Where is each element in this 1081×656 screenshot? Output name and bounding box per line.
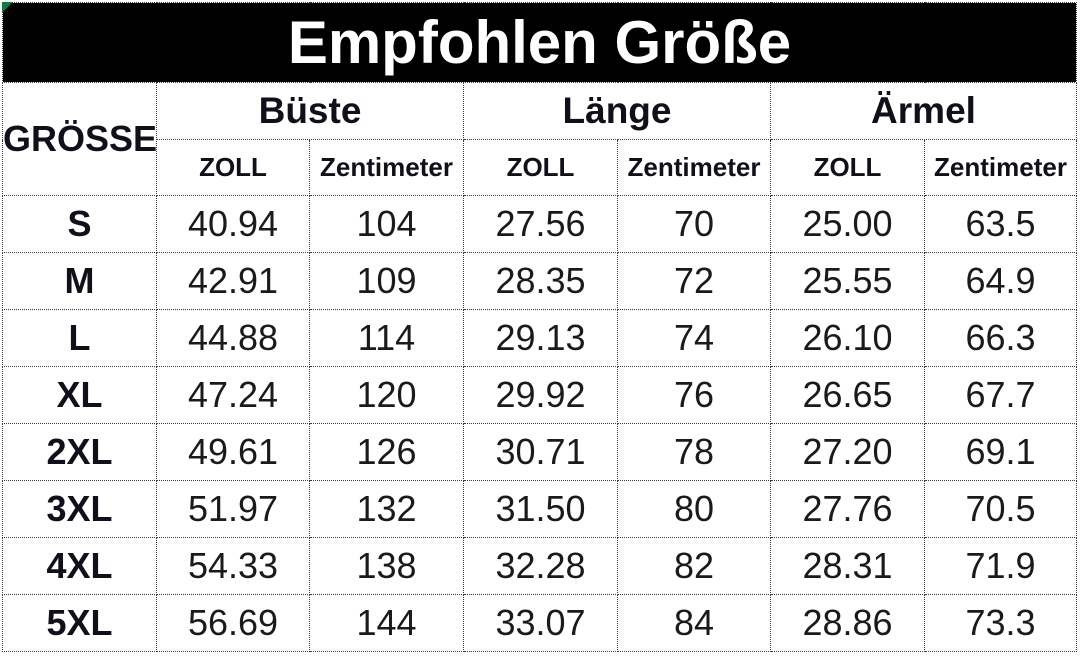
value-cell: 104 bbox=[309, 195, 464, 253]
value-cell: 28.86 bbox=[770, 594, 925, 652]
value-cell: 138 bbox=[309, 537, 464, 595]
value-cell: 78 bbox=[617, 423, 771, 481]
table-row-2xl: 2XL 49.61 126 30.71 78 27.20 69.1 bbox=[2, 423, 1077, 481]
value-cell: 74 bbox=[617, 309, 771, 367]
table-row-5xl: 5XL 56.69 144 33.07 84 28.86 73.3 bbox=[2, 594, 1077, 652]
value-cell: 27.20 bbox=[770, 423, 925, 481]
value-cell: 144 bbox=[309, 594, 464, 652]
value-cell: 49.61 bbox=[156, 423, 310, 481]
value-cell: 64.9 bbox=[924, 252, 1077, 310]
size-label-cell: 3XL bbox=[2, 480, 157, 538]
title-bar: Empfohlen Größe bbox=[2, 2, 1077, 83]
value-cell: 44.88 bbox=[156, 309, 310, 367]
value-cell: 32.28 bbox=[463, 537, 618, 595]
table-row-l: L 44.88 114 29.13 74 26.10 66.3 bbox=[2, 309, 1077, 367]
value-cell: 40.94 bbox=[156, 195, 310, 253]
value-cell: 67.7 bbox=[924, 366, 1077, 424]
value-cell: 72 bbox=[617, 252, 771, 310]
value-cell: 120 bbox=[309, 366, 464, 424]
value-cell: 29.92 bbox=[463, 366, 618, 424]
size-label-cell: 4XL bbox=[2, 537, 157, 595]
col-header-groesse: GRÖSSE bbox=[2, 82, 157, 196]
unit-header-laenge-zoll: ZOLL bbox=[463, 139, 618, 196]
value-cell: 27.76 bbox=[770, 480, 925, 538]
size-label-cell: L bbox=[2, 309, 157, 367]
size-label-cell: 5XL bbox=[2, 594, 157, 652]
value-cell: 71.9 bbox=[924, 537, 1077, 595]
value-cell: 109 bbox=[309, 252, 464, 310]
value-cell: 27.56 bbox=[463, 195, 618, 253]
value-cell: 28.35 bbox=[463, 252, 618, 310]
green-corner-triangle-icon bbox=[2, 2, 13, 13]
value-cell: 73.3 bbox=[924, 594, 1077, 652]
value-cell: 82 bbox=[617, 537, 771, 595]
unit-header-bueste-zentimeter: Zentimeter bbox=[309, 139, 464, 196]
value-cell: 76 bbox=[617, 366, 771, 424]
table-row-xl: XL 47.24 120 29.92 76 26.65 67.7 bbox=[2, 366, 1077, 424]
value-cell: 132 bbox=[309, 480, 464, 538]
value-cell: 69.1 bbox=[924, 423, 1077, 481]
table-row-m: M 42.91 109 28.35 72 25.55 64.9 bbox=[2, 252, 1077, 310]
value-cell: 56.69 bbox=[156, 594, 310, 652]
table-row-3xl: 3XL 51.97 132 31.50 80 27.76 70.5 bbox=[2, 480, 1077, 538]
value-cell: 30.71 bbox=[463, 423, 618, 481]
group-header-aermel: Ärmel bbox=[770, 82, 1077, 140]
value-cell: 51.97 bbox=[156, 480, 310, 538]
value-cell: 29.13 bbox=[463, 309, 618, 367]
table-row-4xl: 4XL 54.33 138 32.28 82 28.31 71.9 bbox=[2, 537, 1077, 595]
unit-header-aermel-zoll: ZOLL bbox=[770, 139, 925, 196]
value-cell: 47.24 bbox=[156, 366, 310, 424]
size-label-cell: XL bbox=[2, 366, 157, 424]
value-cell: 54.33 bbox=[156, 537, 310, 595]
value-cell: 70.5 bbox=[924, 480, 1077, 538]
value-cell: 63.5 bbox=[924, 195, 1077, 253]
unit-header-bueste-zoll: ZOLL bbox=[156, 139, 310, 196]
value-cell: 26.65 bbox=[770, 366, 925, 424]
value-cell: 80 bbox=[617, 480, 771, 538]
value-cell: 25.55 bbox=[770, 252, 925, 310]
value-cell: 70 bbox=[617, 195, 771, 253]
group-header-laenge: Länge bbox=[463, 82, 771, 140]
size-label-cell: 2XL bbox=[2, 423, 157, 481]
group-header-bueste: Büste bbox=[156, 82, 464, 140]
page-title: Empfohlen Größe bbox=[287, 9, 792, 76]
unit-header-laenge-zentimeter: Zentimeter bbox=[617, 139, 771, 196]
value-cell: 114 bbox=[309, 309, 464, 367]
unit-header-row: ZOLL Zentimeter ZOLL Zentimeter ZOLL Zen… bbox=[3, 139, 1077, 196]
size-label-cell: M bbox=[2, 252, 157, 310]
table-row-s: S 40.94 104 27.56 70 25.00 63.5 bbox=[2, 195, 1077, 253]
value-cell: 25.00 bbox=[770, 195, 925, 253]
value-cell: 126 bbox=[309, 423, 464, 481]
value-cell: 66.3 bbox=[924, 309, 1077, 367]
unit-header-aermel-zentimeter: Zentimeter bbox=[924, 139, 1077, 196]
value-cell: 31.50 bbox=[463, 480, 618, 538]
value-cell: 33.07 bbox=[463, 594, 618, 652]
value-cell: 84 bbox=[617, 594, 771, 652]
value-cell: 42.91 bbox=[156, 252, 310, 310]
group-header-row: GRÖSSE Büste Länge Ärmel bbox=[2, 82, 1077, 196]
title-row: Empfohlen Größe bbox=[2, 2, 1077, 83]
size-label-cell: S bbox=[2, 195, 157, 253]
value-cell: 28.31 bbox=[770, 537, 925, 595]
value-cell: 26.10 bbox=[770, 309, 925, 367]
